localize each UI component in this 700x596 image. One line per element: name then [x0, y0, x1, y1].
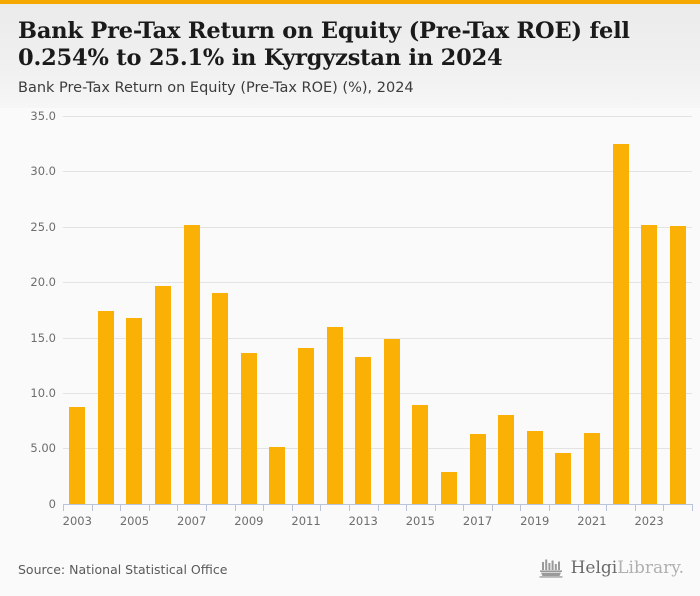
y-axis-tick-label: 10.0	[30, 386, 56, 401]
bar-2015[interactable]	[412, 405, 429, 504]
bar-2013[interactable]	[355, 356, 372, 504]
x-axis-tick-label: 2013	[348, 513, 378, 528]
x-axis-tick	[148, 503, 150, 511]
x-axis-tick-label: 2017	[462, 513, 493, 528]
y-gridlines	[63, 108, 692, 546]
x-axis-tick	[320, 503, 322, 511]
x-axis-tick-label: 2019	[520, 513, 550, 528]
x-axis-tick	[291, 503, 293, 511]
chart-canvas: 35.0 30.0 25.0 20.0 15.0 10.0 5.00 0 2003 2005 20…	[0, 108, 700, 546]
x-axis-tick-label: 2021	[577, 513, 607, 528]
x-axis-tick-label: 2011	[291, 513, 321, 528]
x-axis-tick	[549, 503, 551, 511]
logo-wordmark: HelgiLibrary.	[571, 558, 684, 578]
page-title: Bank Pre-Tax Return on Equity (Pre-Tax R…	[18, 18, 630, 72]
x-axis-tick	[63, 503, 64, 511]
bar-2018[interactable]	[498, 415, 515, 504]
bar-2017[interactable]	[469, 433, 486, 504]
x-axis-tick	[263, 503, 265, 511]
y-axis-tick-label: 5.00	[30, 441, 56, 456]
x-axis-tick-label: 2005	[119, 513, 150, 528]
bar-series	[63, 108, 692, 546]
chart-plot-area: 35.0 30.0 25.0 20.0 15.0 10.0 5.00 0 2003 2005 20…	[0, 107, 700, 546]
y-axis-labels: 35.0 30.0 25.0 20.0 15.0 10.0 5.00 0	[0, 108, 56, 546]
bar-2012[interactable]	[326, 326, 343, 504]
bar-2016[interactable]	[440, 471, 457, 504]
x-axis-tick	[520, 503, 522, 511]
x-axis-tick-label: 2015	[405, 513, 436, 528]
bar-2003[interactable]	[69, 407, 86, 504]
bar-2020[interactable]	[555, 453, 572, 504]
x-axis-tick	[577, 503, 579, 511]
logo-word-helgi: Helgi	[570, 558, 618, 578]
bar-2004[interactable]	[97, 311, 114, 504]
bar-2014[interactable]	[383, 338, 400, 504]
gridline	[63, 393, 692, 395]
y-axis-tick-label: 0	[48, 496, 56, 511]
x-axis-tick-label: 2009	[234, 513, 264, 528]
gridline	[63, 171, 692, 173]
bar-2019[interactable]	[526, 430, 543, 504]
chart-footer: Source: National Statistical Office Helg…	[0, 546, 700, 596]
x-axis-tick	[91, 503, 93, 511]
x-axis-tick	[692, 503, 693, 511]
bar-2007[interactable]	[183, 224, 200, 504]
gridline	[63, 448, 692, 450]
bar-2005[interactable]	[126, 317, 143, 504]
gridline	[63, 282, 692, 284]
bar-2021[interactable]	[583, 432, 600, 504]
bar-2009[interactable]	[240, 353, 257, 504]
gridline	[63, 115, 692, 117]
bar-2008[interactable]	[212, 293, 229, 504]
y-axis-tick-label: 35.0	[30, 108, 56, 123]
gridline	[63, 337, 692, 339]
bar-2023[interactable]	[641, 225, 658, 504]
y-axis-tick-label: 30.0	[30, 164, 56, 179]
x-axis-tick	[491, 503, 493, 511]
x-axis-tick	[406, 503, 408, 511]
bar-2024[interactable]	[669, 225, 686, 504]
x-axis-tick	[463, 503, 465, 511]
top-accent-rule	[0, 0, 700, 4]
x-axis-tick-label: 2003	[62, 513, 92, 528]
x-axis-tick-label: 2007	[177, 513, 207, 528]
chart-header: Bank Pre-Tax Return on Equity (Pre-Tax R…	[0, 4, 700, 108]
source-note: Source: National Statistical Office	[18, 562, 228, 577]
gridline	[63, 226, 692, 228]
x-axis-tick	[348, 503, 350, 511]
x-axis-tick	[377, 503, 379, 511]
helgi-library-logo[interactable]: HelgiLibrary.	[539, 558, 684, 578]
y-axis-tick-label: 15.0	[30, 330, 56, 345]
bar-2010[interactable]	[269, 447, 286, 504]
x-axis-tick	[606, 503, 608, 511]
bar-2006[interactable]	[155, 285, 172, 504]
x-axis-tick-label: 2023	[634, 513, 664, 528]
x-axis-tick	[120, 503, 122, 511]
y-axis-tick-label: 20.0	[30, 275, 56, 290]
x-axis-tick	[177, 503, 179, 511]
x-axis-tick	[205, 503, 207, 511]
x-axis-tick	[434, 503, 436, 511]
logo-word-library: Library.	[617, 558, 684, 578]
chart-subtitle: Bank Pre-Tax Return on Equity (Pre-Tax R…	[18, 79, 414, 96]
x-axis-tick	[234, 503, 236, 511]
x-axis-tick	[663, 503, 665, 511]
bar-2011[interactable]	[298, 347, 315, 504]
helgi-library-logo-icon	[539, 559, 563, 578]
x-axis-tick	[634, 503, 636, 511]
y-axis-tick-label: 25.0	[30, 219, 56, 234]
bar-2022[interactable]	[612, 143, 629, 504]
